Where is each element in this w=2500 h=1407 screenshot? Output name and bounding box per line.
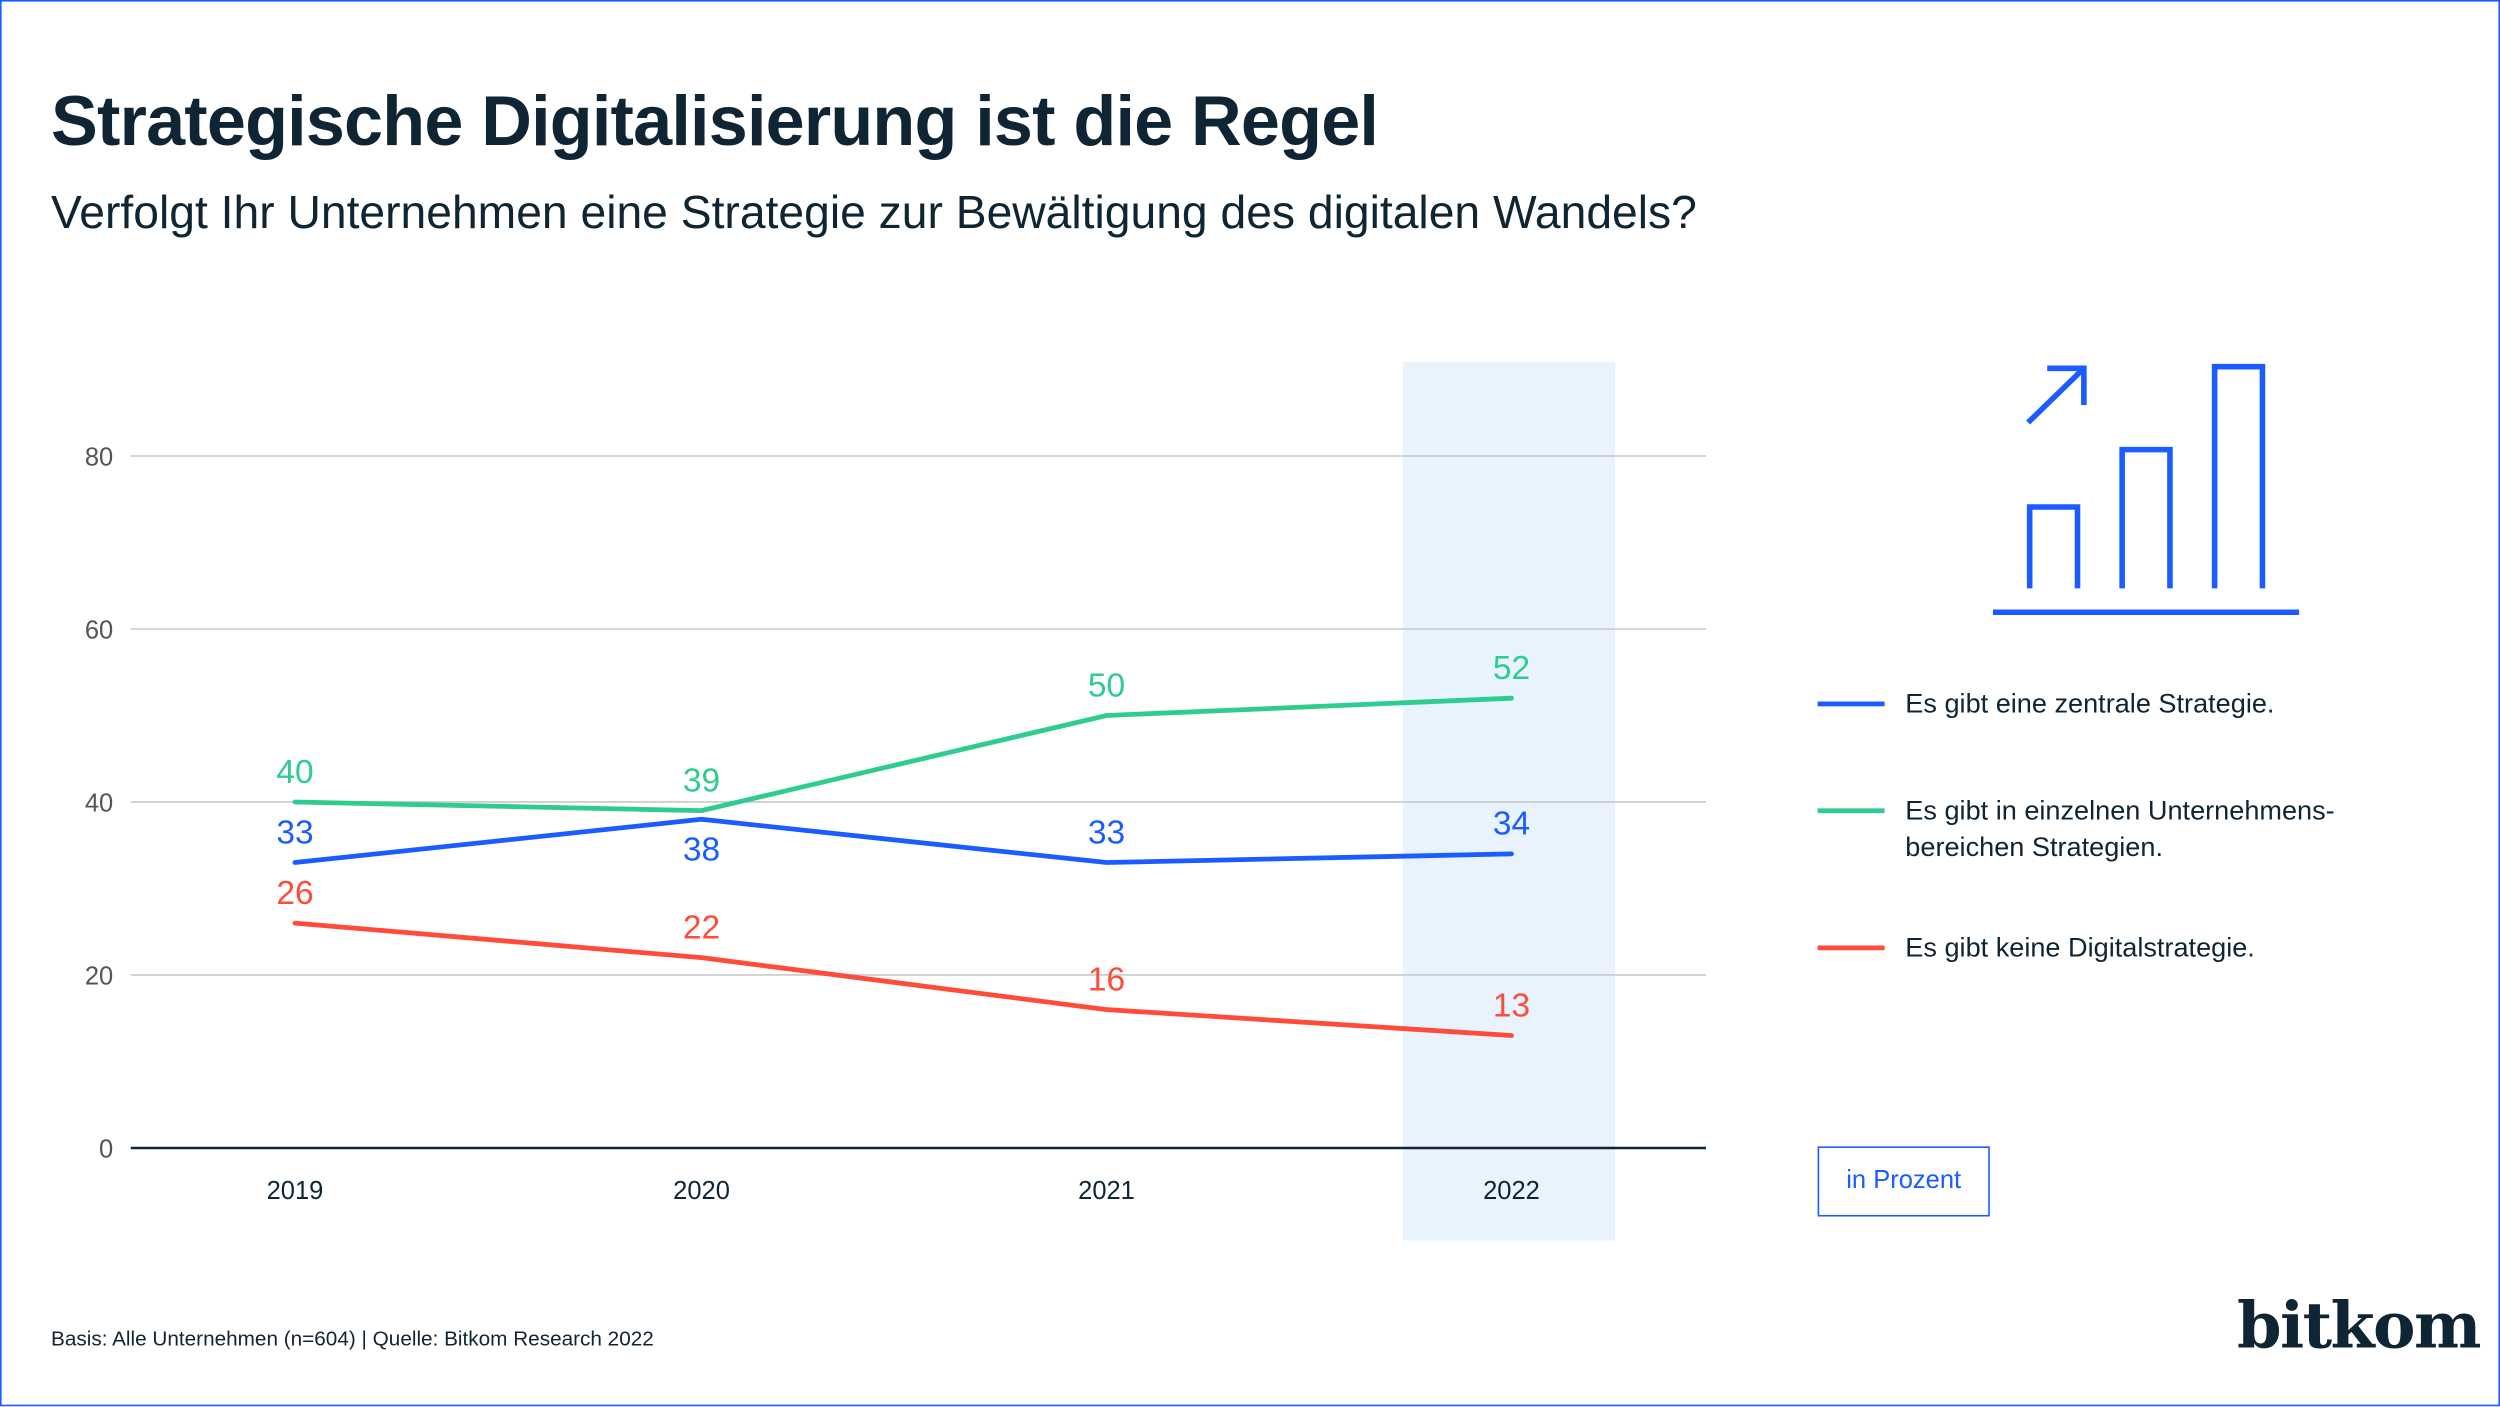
series-line-0 xyxy=(292,816,1514,865)
data-label: 16 xyxy=(1088,961,1125,998)
data-label: 34 xyxy=(1493,806,1530,843)
x-tick-label: 2021 xyxy=(1078,1177,1135,1205)
series-line-1 xyxy=(292,695,1514,814)
x-tick-label: 2022 xyxy=(1483,1177,1540,1205)
data-label: 22 xyxy=(683,910,720,947)
data-label: 33 xyxy=(1088,814,1125,851)
y-tick-label: 0 xyxy=(99,1136,113,1164)
bar-chart-growth-icon xyxy=(1993,363,2300,616)
y-tick-label: 80 xyxy=(85,444,113,472)
series-line-2 xyxy=(292,920,1514,1038)
y-tick-label: 20 xyxy=(85,963,113,991)
data-label: 50 xyxy=(1088,667,1125,704)
data-label: 40 xyxy=(276,754,313,791)
y-tick-label: 60 xyxy=(85,617,113,645)
legend-item-none: Es gibt keine Digitalstrategie. xyxy=(1817,930,2400,967)
unit-label: in Prozent xyxy=(1817,1146,1990,1217)
legend-item-central: Es gibt eine zentrale Strategie. xyxy=(1817,686,2400,723)
page-title: Strategische Digitalisierung ist die Reg… xyxy=(51,82,1379,162)
legend-swatch xyxy=(1817,808,1885,814)
legend-label: Es gibt keine Digitalstrategie. xyxy=(1905,932,2255,964)
x-tick-label: 2019 xyxy=(267,1177,324,1205)
data-label: 33 xyxy=(276,814,313,851)
page-subtitle: Verfolgt Ihr Unternehmen eine Strategie … xyxy=(51,188,1697,240)
legend-label: Es gibt in einzelnen Unternehmens-bereic… xyxy=(1905,795,2335,863)
legend-item-departments: Es gibt in einzelnen Unternehmens-bereic… xyxy=(1817,792,2384,865)
data-label: 38 xyxy=(683,832,720,869)
source-note: Basis: Alle Unternehmen (n=604) | Quelle… xyxy=(51,1326,654,1351)
data-label: 13 xyxy=(1493,987,1530,1024)
y-tick-label: 40 xyxy=(85,790,113,818)
data-label: 39 xyxy=(683,763,720,800)
data-label: 52 xyxy=(1493,650,1530,687)
legend-swatch xyxy=(1817,701,1885,707)
legend-swatch xyxy=(1817,945,1885,951)
bitkom-logo: bitkom xyxy=(2236,1288,2482,1364)
legend-label: Es gibt eine zentrale Strategie. xyxy=(1905,688,2275,720)
x-tick-label: 2020 xyxy=(673,1177,730,1205)
data-label: 26 xyxy=(276,875,313,912)
